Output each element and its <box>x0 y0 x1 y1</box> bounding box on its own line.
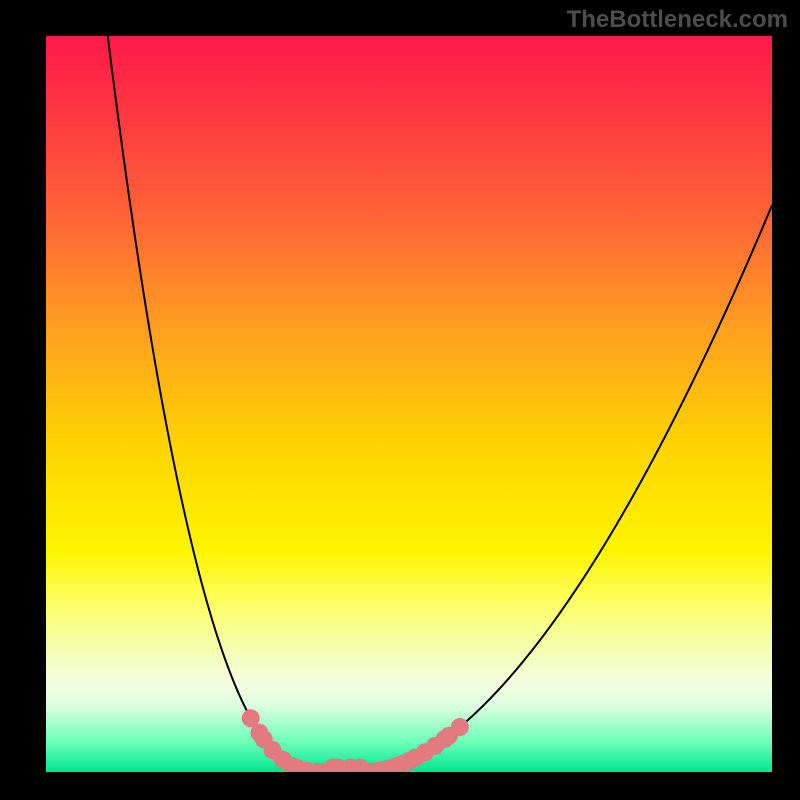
curve-marker <box>451 718 469 736</box>
watermark-text: TheBottleneck.com <box>567 6 788 34</box>
plot-area <box>46 36 772 772</box>
chart-root: TheBottleneck.com <box>0 0 800 800</box>
plot-background <box>46 36 772 772</box>
